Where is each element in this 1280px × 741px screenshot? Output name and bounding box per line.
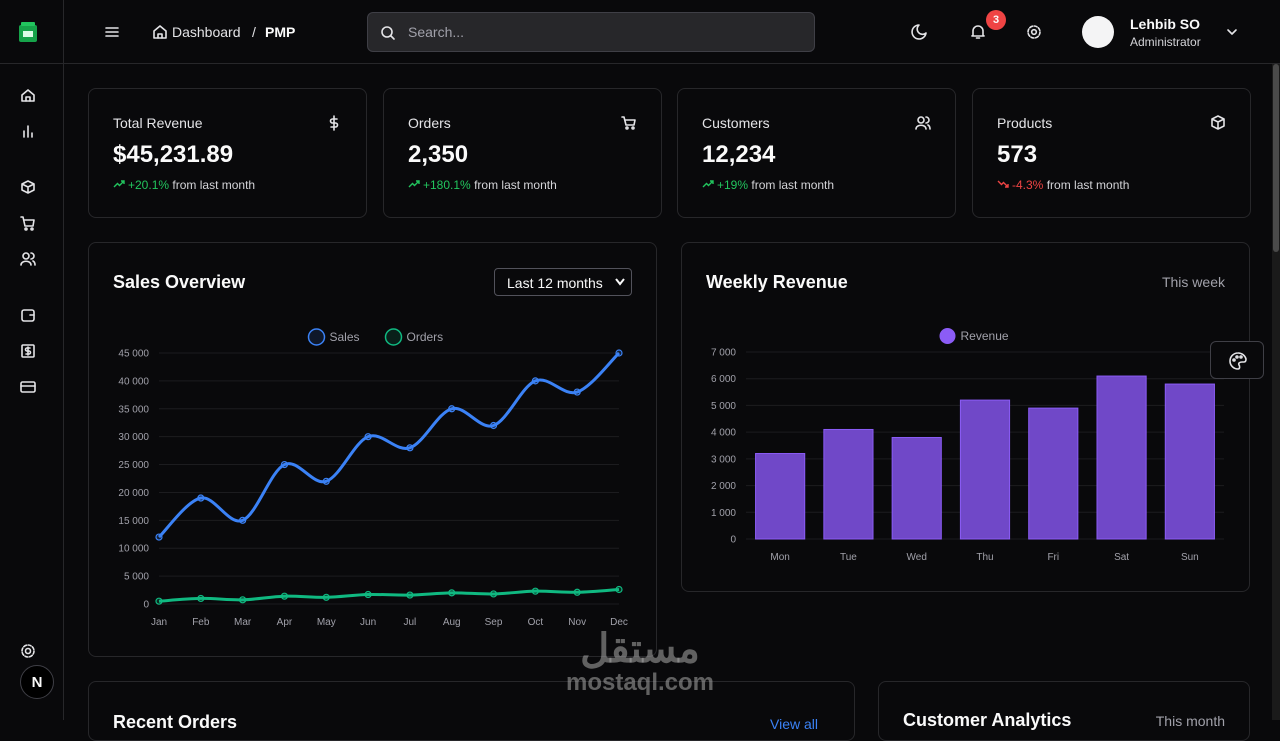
theme-palette-button[interactable] xyxy=(1210,341,1264,379)
stat-card: Orders 2,350 +180.1% from last month xyxy=(383,88,662,218)
change-note: from last month xyxy=(1046,178,1130,192)
avatar[interactable] xyxy=(1082,16,1114,48)
stat-change: +20.1% from last month xyxy=(113,178,255,192)
change-note: from last month xyxy=(172,178,256,192)
breadcrumb-link[interactable]: Dashboard xyxy=(172,24,241,40)
change-note: from last month xyxy=(474,178,557,192)
icon xyxy=(329,115,339,131)
stat-title: Orders xyxy=(408,115,451,131)
trend-arrow xyxy=(408,180,420,188)
theme-toggle[interactable] xyxy=(911,23,929,41)
search-box[interactable]: Search... xyxy=(367,12,815,52)
stat-title: Total Revenue xyxy=(113,115,203,131)
stat-icon xyxy=(326,115,342,136)
sidebar: N xyxy=(0,0,64,720)
scrollbar-thumb[interactable] xyxy=(1273,64,1279,252)
sidebar-settings[interactable] xyxy=(20,643,36,659)
divider xyxy=(0,63,63,64)
breadcrumb-current: PMP xyxy=(265,24,296,40)
stat-card: Products 573 -4.3% from last month xyxy=(972,88,1251,218)
period-select[interactable]: Last 12 months xyxy=(494,268,632,296)
home-icon xyxy=(153,25,167,39)
change-value: +19% xyxy=(717,178,749,192)
trend-arrow xyxy=(997,180,1009,188)
recent-orders-card: Recent Orders View all xyxy=(88,681,855,741)
stat-icon xyxy=(1210,115,1226,136)
stat-change: +19% from last month xyxy=(702,178,834,192)
stat-icon xyxy=(621,115,637,136)
trend-arrow xyxy=(113,180,125,188)
nav-home[interactable] xyxy=(21,89,35,102)
trend-icon xyxy=(702,178,714,192)
icon xyxy=(915,116,931,130)
icon xyxy=(1211,115,1225,130)
trend-icon xyxy=(113,178,125,192)
user-menu-chevron[interactable] xyxy=(1226,26,1238,38)
sidebar-badge[interactable]: N xyxy=(20,665,54,699)
change-value: -4.3% xyxy=(1012,178,1044,192)
card-title: Sales Overview xyxy=(113,272,246,292)
view-all-link[interactable]: View all xyxy=(770,716,818,732)
card-title: Weekly Revenue xyxy=(706,272,848,292)
notifications-button[interactable] xyxy=(970,24,986,40)
stat-card: Customers 12,234 +19% from last month xyxy=(677,88,956,218)
palette-icon xyxy=(1229,352,1247,370)
logo[interactable] xyxy=(18,21,38,43)
weekly-card: Weekly Revenue This week xyxy=(681,242,1250,592)
nav-finance[interactable] xyxy=(21,344,35,358)
change-value: +180.1% xyxy=(423,178,471,192)
change-value: +20.1% xyxy=(128,178,170,192)
trend-arrow xyxy=(702,180,714,188)
user-name: Lehbib SO xyxy=(1130,16,1200,32)
user-role: Administrator xyxy=(1130,35,1201,49)
select-chevron xyxy=(615,278,625,286)
period-select-label: Last 12 months xyxy=(507,275,603,291)
nav-wallet[interactable] xyxy=(21,309,35,322)
card-period: This week xyxy=(1161,274,1225,290)
icon xyxy=(621,116,636,130)
stat-change: -4.3% from last month xyxy=(997,178,1129,192)
stat-icon xyxy=(915,115,931,136)
stat-title: Products xyxy=(997,115,1053,131)
scrollbar-track xyxy=(1272,64,1280,720)
card-title: Recent Orders xyxy=(113,712,238,732)
sales-card: Sales Overview Last 12 months xyxy=(88,242,657,657)
card-period: This month xyxy=(1155,713,1225,729)
nav-products[interactable] xyxy=(21,180,35,194)
menu-button[interactable] xyxy=(105,25,119,39)
nav-orders[interactable] xyxy=(20,216,35,231)
search-placeholder: Search... xyxy=(408,24,465,40)
nav-customers[interactable] xyxy=(20,252,36,266)
stat-value: 573 xyxy=(997,141,1038,168)
trend-icon xyxy=(408,178,420,192)
nav-payments[interactable] xyxy=(20,381,36,393)
nav-analytics[interactable] xyxy=(23,125,33,138)
stat-change: +180.1% from last month xyxy=(408,178,557,192)
stat-value: 2,350 xyxy=(408,141,469,168)
notification-badge: 3 xyxy=(986,10,1006,30)
change-note: from last month xyxy=(751,178,835,192)
customer-analytics-card: Customer Analytics This month xyxy=(878,681,1250,741)
stat-value: 12,234 xyxy=(702,141,776,168)
stat-card: Total Revenue $45,231.89 +20.1% from last … xyxy=(88,88,367,218)
card-title: Customer Analytics xyxy=(903,710,1072,730)
breadcrumb-separator: / xyxy=(252,24,256,40)
search-icon xyxy=(381,26,395,40)
stat-title: Customers xyxy=(702,115,770,131)
header: Dashboard / PMP Search... 3 Lehbib SO Ad… xyxy=(64,0,1280,64)
sidebar-nav xyxy=(20,89,36,393)
settings-button[interactable] xyxy=(1026,24,1042,40)
trend-icon xyxy=(997,178,1009,192)
stat-value: $45,231.89 xyxy=(113,141,234,168)
